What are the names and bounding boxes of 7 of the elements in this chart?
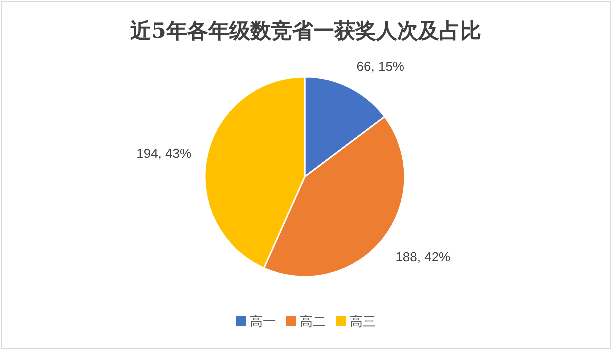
legend-label: 高一 bbox=[250, 314, 276, 329]
data-label: 66, 15% bbox=[356, 59, 405, 74]
data-label: 194, 43% bbox=[136, 146, 192, 161]
legend-label: 高二 bbox=[300, 314, 326, 329]
legend-label: 高三 bbox=[350, 314, 376, 329]
chart-title: 近5年各年级数竞省一获奖人次及占比 bbox=[130, 18, 482, 43]
data-label: 188, 42% bbox=[396, 249, 452, 264]
